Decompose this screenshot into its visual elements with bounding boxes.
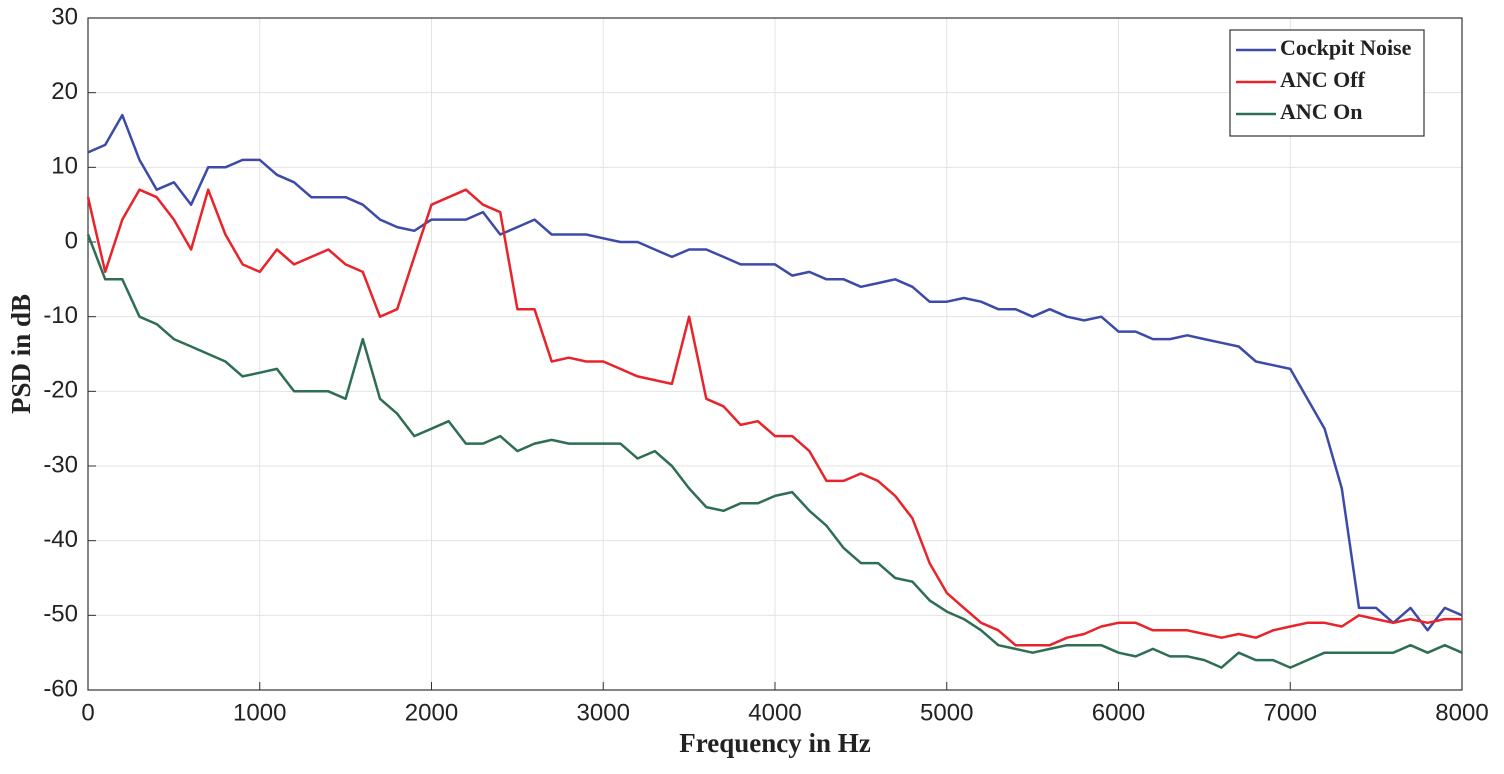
legend-label: ANC On [1280, 99, 1363, 124]
x-tick-label: 1000 [233, 699, 286, 726]
x-tick-label: 3000 [577, 699, 630, 726]
y-tick-label: -40 [43, 526, 78, 553]
legend-label: ANC Off [1280, 67, 1366, 92]
x-tick-label: 5000 [920, 699, 973, 726]
line-series [86, 188, 1462, 647]
y-tick-label: -60 [43, 675, 78, 702]
x-tick-label: 6000 [1092, 699, 1145, 726]
y-axis-label: PSD in dB [6, 294, 36, 414]
line-series [87, 113, 1463, 632]
x-axis-label: Frequency in Hz [679, 728, 871, 758]
y-tick-label: 0 [65, 227, 78, 254]
y-tick-label: 30 [51, 3, 78, 30]
y-tick-label: -30 [43, 451, 78, 478]
x-tick-label: 8000 [1435, 699, 1488, 726]
y-tick-label: -50 [43, 601, 78, 628]
x-tick-label: 7000 [1264, 699, 1317, 726]
line-series [86, 234, 1463, 669]
y-tick-label: 20 [51, 78, 78, 105]
y-tick-label: -20 [43, 377, 78, 404]
legend-label: Cockpit Noise [1280, 35, 1412, 60]
y-tick-label: 10 [51, 153, 78, 180]
x-tick-label: 2000 [405, 699, 458, 726]
plot-frame [87, 17, 1463, 691]
x-tick-label: 0 [81, 699, 94, 726]
y-tick-label: -10 [43, 302, 78, 329]
x-tick-label: 4000 [748, 699, 801, 726]
